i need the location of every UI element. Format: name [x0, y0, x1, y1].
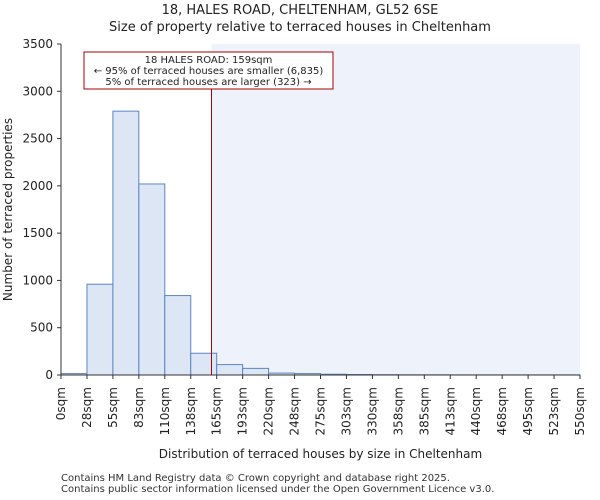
x-tick-label-303sqm: 303sqm — [339, 387, 353, 435]
y-tick-label-1000: 1000 — [22, 273, 53, 287]
y-tick-label-2000: 2000 — [22, 179, 53, 193]
x-tick-label-330sqm: 330sqm — [365, 387, 379, 435]
y-tick-label-2500: 2500 — [22, 132, 53, 146]
x-tick-label-550sqm: 550sqm — [573, 387, 587, 435]
annotation-line-3: 5% of terraced houses are larger (323) → — [105, 77, 311, 88]
x-tick-label-523sqm: 523sqm — [547, 387, 561, 435]
x-tick-label-440sqm: 440sqm — [469, 387, 483, 435]
y-axis-title: Number of terraced properties — [1, 118, 15, 301]
bar-83sqm — [138, 183, 166, 376]
larger-region-shade — [211, 44, 580, 375]
y-tick-label-500: 500 — [30, 321, 53, 335]
y-tick-label-3000: 3000 — [22, 84, 53, 98]
bar-55sqm — [112, 110, 140, 376]
y-tick-label-1500: 1500 — [22, 226, 53, 240]
bar-110sqm — [164, 295, 192, 376]
bar-165sqm — [216, 364, 244, 376]
x-tick-label-0sqm: 0sqm — [54, 387, 68, 420]
x-axis-title: Distribution of terraced houses by size … — [159, 447, 482, 461]
x-tick-label-495sqm: 495sqm — [521, 387, 535, 435]
x-tick-label-193sqm: 193sqm — [236, 387, 250, 435]
bar-193sqm — [242, 367, 270, 376]
x-tick-label-165sqm: 165sqm — [210, 387, 224, 435]
x-tick-label-220sqm: 220sqm — [262, 387, 276, 435]
x-tick-label-275sqm: 275sqm — [314, 387, 328, 435]
footer-licence: Contains public sector information licen… — [61, 484, 495, 495]
annotation-line-1: 18 HALES ROAD: 159sqm — [145, 55, 273, 66]
annotation-line-2: ← 95% of terraced houses are smaller (6,… — [94, 66, 324, 77]
x-tick-label-358sqm: 358sqm — [391, 387, 405, 435]
y-tick-label-3500: 3500 — [22, 37, 53, 51]
x-tick-label-468sqm: 468sqm — [495, 387, 509, 435]
bar-138sqm — [190, 352, 218, 376]
x-tick-label-413sqm: 413sqm — [443, 387, 457, 435]
x-tick-label-248sqm: 248sqm — [288, 387, 302, 435]
x-tick-label-110sqm: 110sqm — [158, 387, 172, 435]
annotation-box — [83, 51, 334, 90]
y-tick-label-0: 0 — [45, 368, 53, 382]
bar-28sqm — [86, 283, 114, 376]
x-tick-label-138sqm: 138sqm — [184, 387, 198, 435]
x-tick-label-83sqm: 83sqm — [132, 387, 146, 428]
x-tick-label-55sqm: 55sqm — [106, 387, 120, 428]
footer-copyright: Contains HM Land Registry data © Crown c… — [61, 473, 450, 484]
chart-title: 18, HALES ROAD, CHELTENHAM, GL52 6SE — [161, 3, 439, 18]
x-tick-label-28sqm: 28sqm — [80, 387, 94, 428]
chart-subtitle: Size of property relative to terraced ho… — [109, 20, 491, 35]
x-tick-label-385sqm: 385sqm — [417, 387, 431, 435]
